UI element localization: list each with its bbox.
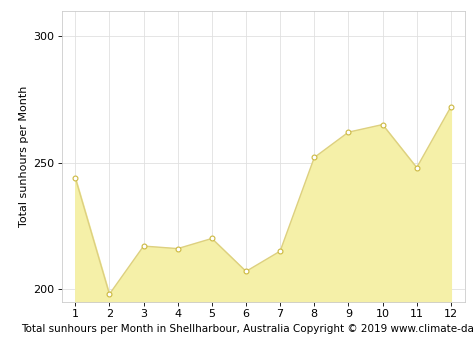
Y-axis label: Total sunhours per Month: Total sunhours per Month (19, 86, 29, 227)
X-axis label: Total sunhours per Month in Shellharbour, Australia Copyright © 2019 www.climate: Total sunhours per Month in Shellharbour… (21, 324, 474, 334)
